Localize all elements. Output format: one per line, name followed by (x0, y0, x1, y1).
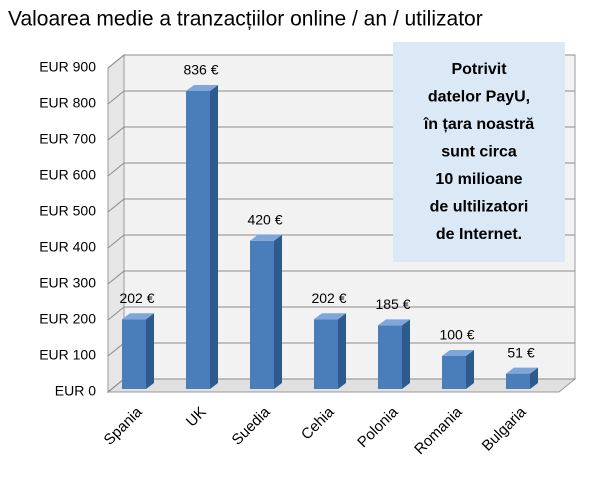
bar-side (338, 313, 346, 389)
bar-top (314, 313, 346, 320)
annotation-line: Potrivit (451, 61, 507, 78)
bar-top (506, 367, 538, 374)
annotation-line: 10 milioane (435, 171, 522, 188)
annotation-line: în țara noastră (423, 116, 534, 133)
y-tick-label: EUR 100 (39, 347, 96, 363)
bar-side (466, 350, 474, 389)
y-tick-label: EUR 600 (39, 167, 96, 183)
bar (506, 373, 530, 389)
bar (378, 325, 402, 389)
grid-line (107, 306, 575, 321)
bar-side (530, 367, 538, 389)
value-label: 202 € (119, 290, 154, 306)
value-label: 420 € (247, 212, 282, 228)
side-wall (107, 53, 125, 394)
bar-side (274, 234, 282, 389)
y-tick-label: EUR 400 (39, 239, 96, 255)
y-tick-label: EUR 800 (39, 95, 96, 111)
value-label: 51 € (507, 344, 534, 360)
x-tick-label: Cehia (298, 403, 338, 443)
annotation-line: de Internet. (436, 226, 522, 243)
x-tick-label: UK (183, 404, 210, 431)
y-tick-label: EUR 200 (39, 311, 96, 327)
bar-side (146, 313, 154, 389)
bar-top (442, 350, 474, 356)
bar (314, 319, 338, 389)
bar (250, 240, 274, 389)
y-tick-label: EUR 500 (39, 203, 96, 219)
bar-side (210, 85, 218, 389)
x-tick-label: Spania (101, 403, 147, 449)
grid-line (107, 270, 575, 285)
bar-top (122, 313, 154, 320)
x-tick-label: Romania (411, 403, 466, 458)
x-tick-label: Polonia (354, 403, 402, 451)
y-tick-label: EUR 700 (39, 131, 96, 147)
value-label: 836 € (183, 62, 218, 78)
annotation-line: de ultilizatori (430, 199, 529, 216)
bar (122, 319, 146, 389)
bar-side (402, 319, 410, 389)
bar (186, 91, 210, 389)
y-tick-label: EUR 900 (39, 59, 96, 75)
bar-top (186, 85, 218, 92)
value-label: 100 € (439, 327, 474, 343)
y-tick-label: EUR 300 (39, 275, 96, 291)
bar-top (250, 234, 282, 241)
annotation-line: datelor PayU, (428, 89, 530, 106)
y-tick-label: EUR 0 (55, 383, 96, 399)
bar (442, 356, 466, 389)
value-label: 185 € (375, 296, 410, 312)
x-tick-label: Suedia (229, 403, 275, 449)
value-label: 202 € (311, 290, 346, 306)
x-tick-label: Bulgaria (479, 403, 530, 454)
bar-top (378, 319, 410, 326)
annotation-box (393, 42, 565, 262)
chart-title: Valoarea medie a tranzacțiilor online / … (8, 8, 483, 31)
annotation-line: sunt circa (441, 144, 517, 161)
